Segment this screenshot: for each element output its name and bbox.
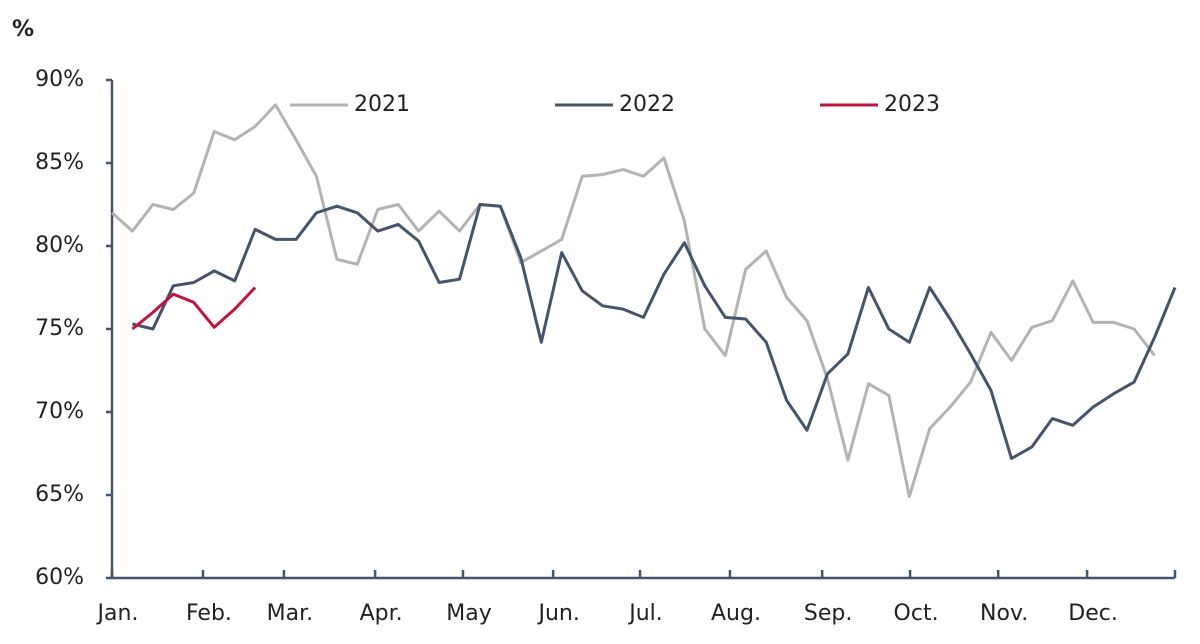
legend-label: 2021	[354, 92, 410, 117]
series-line	[132, 203, 1177, 460]
x-tick-label: Sep.	[804, 601, 852, 626]
series-line	[110, 103, 1156, 499]
x-tick-label: Apr.	[360, 601, 403, 626]
x-tick-label: Feb.	[186, 601, 232, 626]
legend-label: 2022	[619, 92, 675, 117]
x-tick-label: Aug.	[711, 601, 761, 626]
x-tick-label: Jun.	[536, 601, 579, 626]
y-tick-label: 85%	[35, 150, 84, 175]
x-tick-label: Oct.	[894, 601, 939, 626]
legend-label: 2023	[884, 92, 940, 117]
y-tick-label: 70%	[35, 399, 84, 424]
y-tick-label: 75%	[35, 316, 84, 341]
x-tick-label: Nov.	[980, 601, 1028, 626]
series-line	[131, 286, 257, 331]
y-tick-label: 65%	[35, 482, 84, 507]
y-tick-label: 60%	[35, 565, 84, 590]
y-tick-label: 90%	[35, 67, 84, 92]
x-tick-label: Dec.	[1068, 601, 1118, 626]
y-axis-label: %	[12, 17, 34, 42]
x-tick-label: Jan.	[96, 601, 139, 626]
x-tick-label: May	[446, 601, 491, 626]
y-tick-label: 80%	[35, 233, 84, 258]
x-tick-label: Mar.	[267, 601, 313, 626]
x-tick-label: Jul.	[627, 601, 663, 626]
